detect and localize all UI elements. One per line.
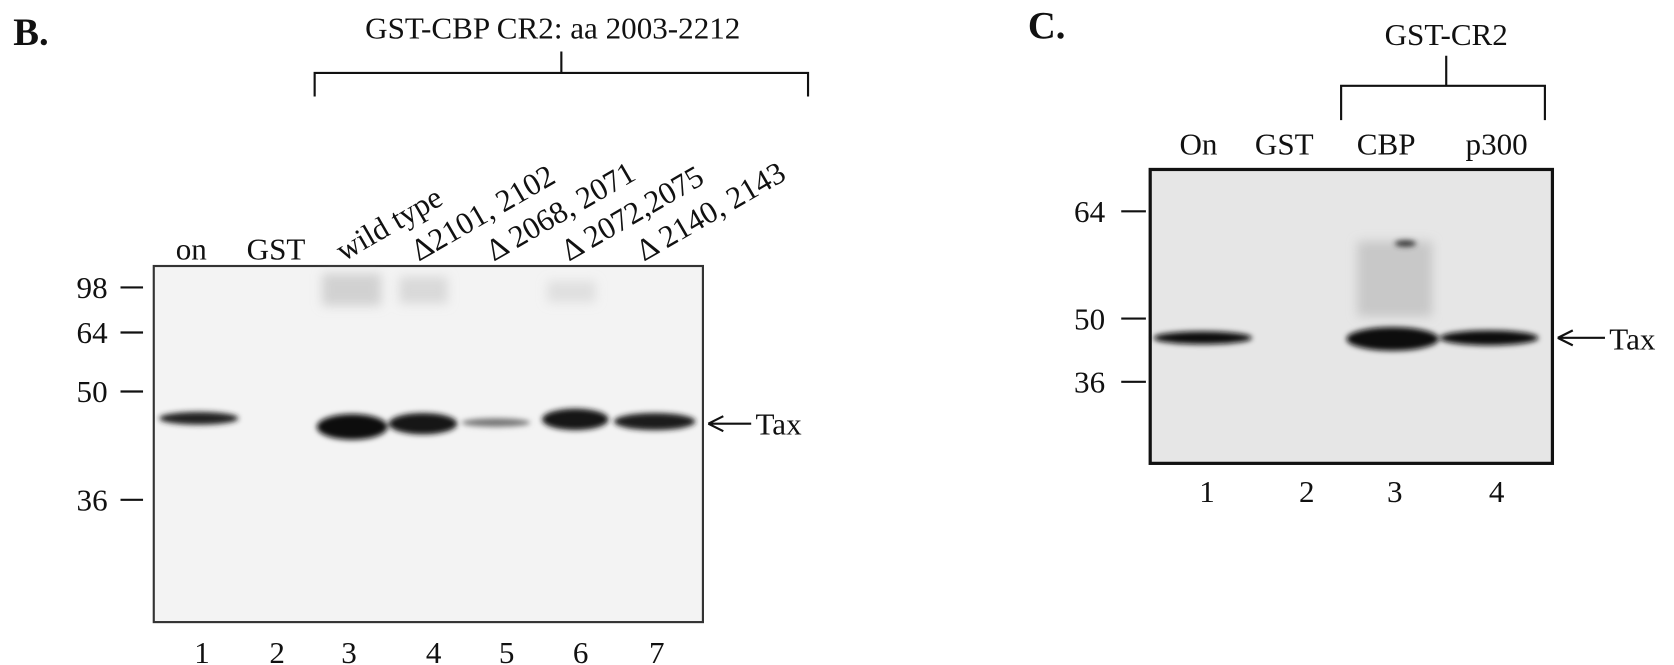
arrow [708, 416, 751, 431]
panel-header: GST-CBP CR2: aa 2003-2212 [365, 11, 740, 46]
lane-label: on [176, 232, 208, 267]
gel-smears [1357, 241, 1432, 316]
marker-ticks [1121, 211, 1146, 382]
panel-label: B. [13, 12, 48, 54]
page: B. GST-CBP CR2: aa 2003-2212 98 64 50 36… [0, 0, 1674, 665]
lane-label: CBP [1357, 126, 1416, 161]
lane-number: 1 [1199, 474, 1215, 509]
gel [154, 266, 703, 622]
lane-number: 6 [573, 635, 589, 665]
panel-header: GST-CR2 [1385, 17, 1508, 52]
lane-label: On [1179, 126, 1217, 161]
panel-label: C. [1028, 6, 1066, 48]
lane-label: GST [1255, 126, 1314, 161]
panel-c: C. GST-CR2 On GST CBP p300 64 50 36 Tax … [1028, 6, 1656, 509]
lane-label: GST [247, 232, 306, 267]
lane-number: 2 [269, 635, 285, 665]
lane-number: 5 [499, 635, 515, 665]
arrow [1558, 330, 1605, 345]
lane-number: 2 [1299, 474, 1315, 509]
marker-label: 98 [77, 270, 108, 305]
lane-number: 4 [1489, 474, 1505, 509]
marker-label: 50 [1074, 301, 1105, 336]
lane-number: 3 [1387, 474, 1403, 509]
band-label: Tax [755, 406, 802, 441]
lane-number: 4 [426, 635, 442, 665]
marker-label: 36 [1074, 365, 1105, 400]
lane-number: 7 [649, 635, 665, 665]
gel [1150, 169, 1552, 463]
bracket [1341, 56, 1545, 120]
panel-b: B. GST-CBP CR2: aa 2003-2212 98 64 50 36… [13, 11, 808, 665]
marker-label: 64 [77, 315, 109, 350]
marker-ticks [121, 287, 144, 499]
lane-number: 3 [341, 635, 357, 665]
lane-number: 1 [194, 635, 210, 665]
marker-label: 36 [77, 483, 108, 518]
figure: B. GST-CBP CR2: aa 2003-2212 98 64 50 36… [0, 0, 1674, 665]
bracket [315, 51, 808, 96]
marker-label: 50 [77, 374, 108, 409]
marker-label: 64 [1074, 194, 1106, 229]
lane-label: p300 [1466, 126, 1528, 161]
band-label: Tax [1609, 322, 1656, 357]
